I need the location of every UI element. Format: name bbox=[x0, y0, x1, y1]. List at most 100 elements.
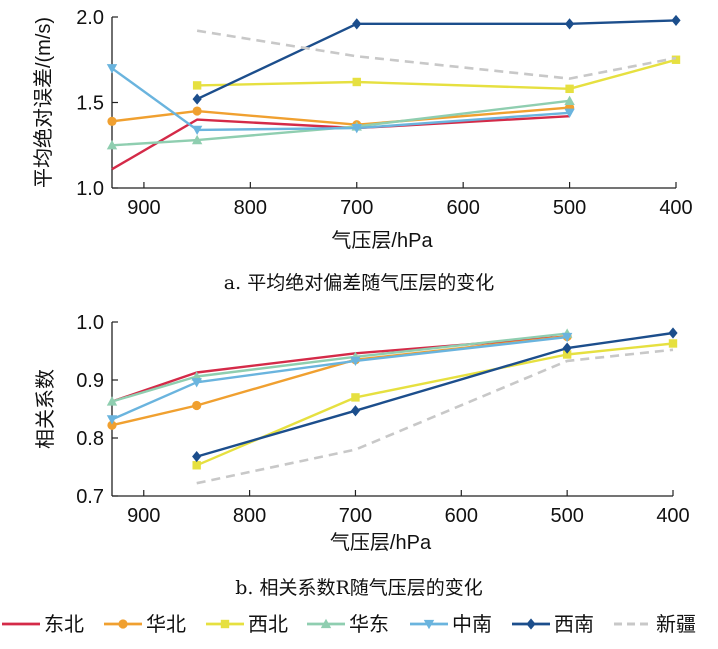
series-line bbox=[196, 342, 674, 467]
data-point bbox=[192, 400, 202, 411]
legend-label: 东北 bbox=[44, 613, 84, 636]
data-point bbox=[562, 350, 572, 359]
x-tick-label: 600 bbox=[446, 197, 479, 219]
x-tick-label: 700 bbox=[340, 197, 373, 219]
series-line bbox=[196, 29, 677, 80]
legend-label: 西南 bbox=[554, 613, 594, 636]
y-tick-label: 1.5 bbox=[76, 93, 104, 115]
x-tick-label: 500 bbox=[550, 505, 583, 527]
data-point bbox=[106, 415, 118, 425]
data-point bbox=[671, 55, 681, 64]
data-point bbox=[351, 393, 360, 402]
series-line bbox=[111, 106, 570, 126]
y-tick-label: 2.0 bbox=[76, 7, 104, 29]
data-point bbox=[562, 342, 572, 354]
data-point bbox=[106, 140, 118, 150]
x-axis-label: 气压层/hPa bbox=[331, 229, 433, 252]
legend-label: 西北 bbox=[248, 613, 288, 636]
legend-item: 西北 bbox=[206, 613, 288, 636]
y-tick-label: 0.9 bbox=[76, 370, 104, 392]
x-tick-label: 700 bbox=[339, 505, 372, 527]
data-point bbox=[564, 108, 575, 118]
data-point bbox=[191, 378, 202, 388]
data-point bbox=[192, 106, 202, 116]
legend-marker bbox=[423, 619, 435, 630]
data-point bbox=[107, 420, 117, 430]
data-point bbox=[668, 339, 678, 348]
series-5 bbox=[192, 14, 681, 105]
legend-item: 华东 bbox=[307, 613, 389, 636]
legend-item: 西南 bbox=[512, 613, 594, 636]
series-6 bbox=[196, 29, 677, 80]
chart-b-caption: b. 相关系数R随气压层的变化 bbox=[235, 577, 483, 599]
legend: 东北 华北 西北 华东 中南 西南 新疆 bbox=[2, 613, 696, 636]
series-2 bbox=[192, 339, 678, 470]
y-axis-label: 相关系数 bbox=[34, 369, 57, 449]
series-5 bbox=[192, 327, 678, 463]
legend-item: 华北 bbox=[104, 613, 186, 636]
y-tick-label: 1.0 bbox=[76, 178, 104, 200]
data-point bbox=[107, 116, 117, 126]
x-tick-label: 800 bbox=[233, 505, 266, 527]
y-axis-label: 平均绝对误差/(m/s) bbox=[32, 17, 55, 188]
y-tick-label: 0.7 bbox=[76, 486, 104, 508]
series-line bbox=[111, 67, 570, 132]
data-point bbox=[192, 93, 202, 105]
x-tick-label: 400 bbox=[656, 505, 689, 527]
series-line bbox=[111, 99, 570, 147]
chart-0: 1.0 1.5 2.0 900 800 700 600 500 400 气压层/hPa 平均绝对误差… bbox=[32, 7, 693, 252]
legend-label: 华东 bbox=[349, 613, 389, 636]
x-tick-label: 500 bbox=[553, 197, 586, 219]
series-line bbox=[111, 335, 568, 421]
x-tick-label: 900 bbox=[127, 197, 160, 219]
data-point bbox=[192, 81, 202, 90]
legend-marker bbox=[526, 618, 536, 630]
legend-item: 新疆 bbox=[614, 613, 696, 636]
data-point bbox=[671, 14, 681, 27]
series-line bbox=[196, 19, 677, 101]
chart-a-caption: a. 平均绝对偏差随气压层的变化 bbox=[223, 272, 495, 294]
data-point bbox=[350, 356, 361, 367]
legend-item: 中南 bbox=[410, 613, 492, 636]
y-tick-label: 1.0 bbox=[76, 312, 104, 334]
x-tick-label: 600 bbox=[445, 505, 478, 527]
legend-label: 新疆 bbox=[656, 613, 696, 636]
data-point bbox=[191, 134, 203, 145]
data-point bbox=[350, 405, 361, 417]
x-tick-label: 800 bbox=[234, 197, 267, 219]
data-point bbox=[192, 461, 201, 470]
x-axis-label: 气压层/hPa bbox=[330, 531, 432, 554]
legend-marker bbox=[220, 619, 230, 629]
legend-label: 中南 bbox=[452, 613, 492, 636]
chart-1: 0.7 0.8 0.9 1.0 900 800 700 600 500 400 气压层/hPa 相关系… bbox=[34, 312, 690, 554]
legend-label: 华北 bbox=[146, 613, 186, 636]
legend-marker bbox=[118, 619, 128, 629]
series-line bbox=[111, 332, 568, 403]
data-point bbox=[191, 125, 203, 136]
data-point bbox=[668, 327, 678, 339]
legend-marker bbox=[320, 618, 332, 629]
series-4 bbox=[106, 332, 573, 425]
data-point bbox=[106, 396, 118, 406]
series-line bbox=[196, 331, 674, 458]
data-point bbox=[192, 450, 202, 463]
data-point bbox=[564, 95, 575, 105]
series-4 bbox=[106, 64, 575, 136]
y-tick-label: 0.8 bbox=[76, 428, 104, 450]
series-line bbox=[111, 115, 570, 171]
data-point bbox=[565, 84, 574, 94]
data-point bbox=[351, 123, 362, 134]
x-tick-label: 400 bbox=[659, 197, 692, 219]
series-line bbox=[197, 58, 677, 91]
data-point bbox=[352, 18, 362, 30]
series-0 bbox=[111, 115, 570, 171]
data-point bbox=[561, 332, 573, 343]
data-point bbox=[564, 18, 575, 30]
data-point bbox=[352, 77, 361, 87]
x-tick-label: 900 bbox=[127, 505, 160, 527]
series-6 bbox=[196, 348, 674, 485]
series-line bbox=[196, 348, 674, 485]
legend-item: 东北 bbox=[2, 613, 84, 636]
series-2 bbox=[192, 55, 681, 94]
